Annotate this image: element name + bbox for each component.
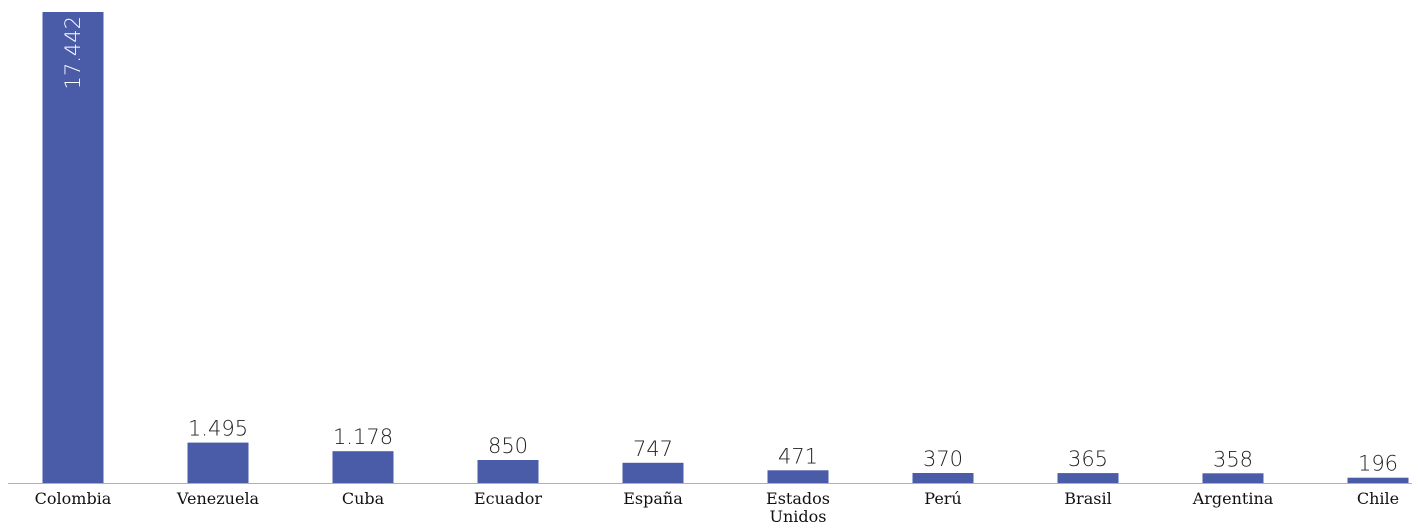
x-tick-label-line: Cuba [342, 489, 385, 508]
bar-peru [912, 473, 974, 483]
bar-cuba [332, 451, 394, 483]
x-tick-label-line: Chile [1357, 489, 1399, 508]
bar-argentina [1202, 473, 1264, 483]
bar-ecuador [477, 460, 539, 483]
bars-group [42, 12, 1409, 483]
x-tick-label-peru: Perú [924, 489, 961, 508]
bar-espana [622, 462, 684, 483]
bar-estados-unidos [767, 470, 829, 483]
x-tick-label-line: Brasil [1064, 489, 1111, 508]
data-label-cuba: 1.178 [333, 425, 393, 449]
x-tick-label-line: Colombia [35, 489, 112, 508]
data-label-venezuela: 1.495 [188, 417, 248, 441]
x-tick-label-line: Ecuador [474, 489, 542, 508]
data-label-chile: 196 [1358, 452, 1398, 476]
data-label-argentina: 358 [1213, 447, 1253, 471]
data-label-estados-unidos: 471 [778, 444, 818, 468]
bar-chile [1347, 477, 1409, 483]
bar-venezuela [187, 442, 249, 483]
labels-group: 17.442 Colombia 1.495 Venezuela 1.178 Cuba 850… [35, 16, 1399, 526]
bar-brasil [1057, 473, 1119, 483]
x-tick-label-venezuela: Venezuela [176, 489, 260, 508]
data-label-peru: 370 [923, 447, 963, 471]
data-label-colombia: 17.442 [61, 16, 85, 89]
x-tick-label-ecuador: Ecuador [474, 489, 542, 508]
data-label-ecuador: 850 [488, 434, 528, 458]
x-tick-label-line: Venezuela [176, 489, 260, 508]
x-tick-label-colombia: Colombia [35, 489, 112, 508]
x-tick-label-espana: España [623, 489, 683, 508]
bar-colombia [42, 12, 104, 483]
x-tick-label-line: Unidos [770, 507, 827, 526]
x-tick-label-brasil: Brasil [1064, 489, 1111, 508]
x-tick-label-chile: Chile [1357, 489, 1399, 508]
data-label-espana: 747 [633, 437, 673, 461]
data-label-brasil: 365 [1068, 447, 1108, 471]
x-tick-label-line: Estados [766, 489, 830, 508]
x-tick-label-line: España [623, 489, 683, 508]
x-tick-label-argentina: Argentina [1192, 489, 1274, 508]
x-tick-label-line: Argentina [1192, 489, 1274, 508]
x-tick-label-line: Perú [924, 489, 961, 508]
x-tick-label-estados-unidos: Estados Unidos [766, 489, 830, 526]
x-tick-label-cuba: Cuba [342, 489, 385, 508]
